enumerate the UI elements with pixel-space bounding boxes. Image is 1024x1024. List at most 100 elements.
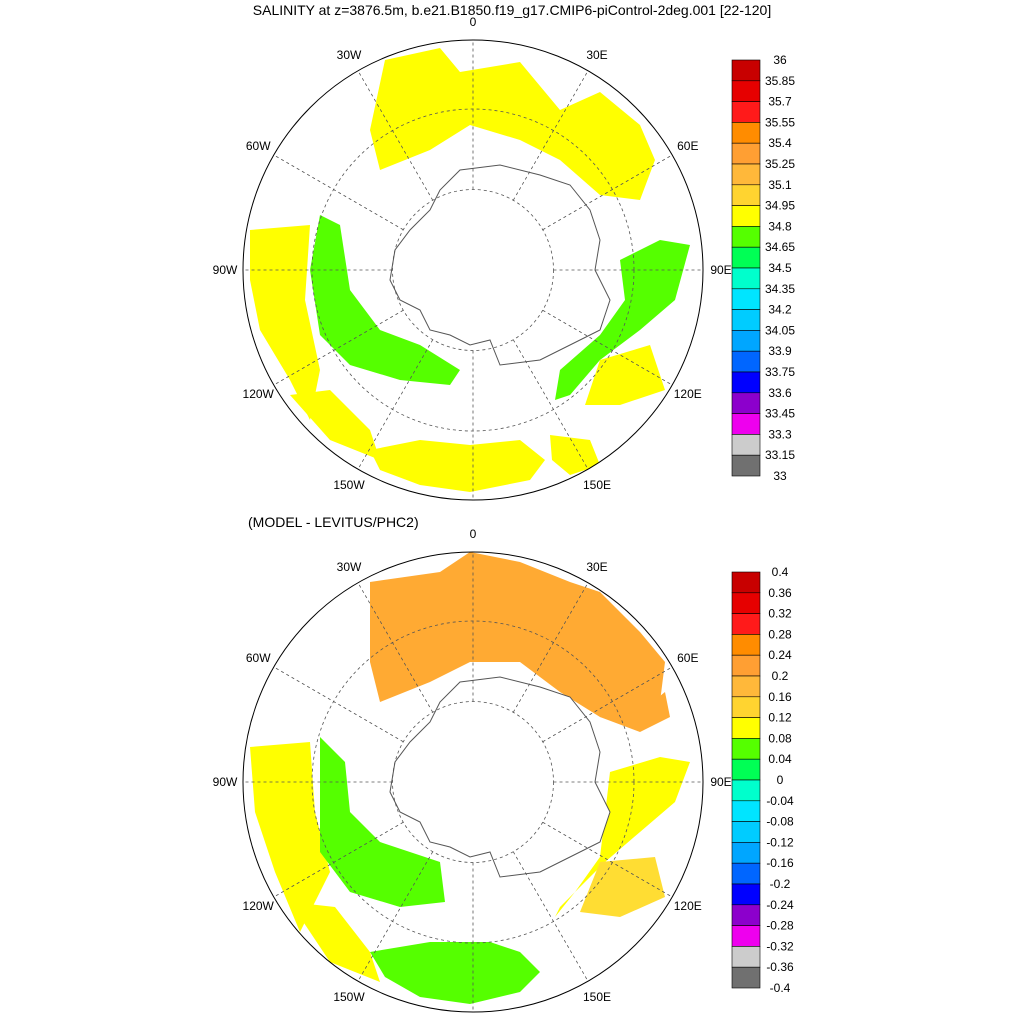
colorbar-tick-label: 33.45 [765, 407, 795, 421]
meridian-5 [542, 821, 673, 898]
colorbar-tick-label: -0.36 [766, 960, 794, 974]
colorbar-tick-label: -0.2 [770, 877, 791, 891]
longitude-label: 90W [213, 775, 238, 789]
longitude-label: 150E [583, 990, 611, 1004]
colorbar-tick-label: 33.75 [765, 365, 795, 379]
field-region-7 [555, 757, 690, 917]
colorbar-swatch [731, 779, 761, 802]
figure-title: SALINITY at z=3876.5m, b.e21.B1850.f19_g… [252, 2, 772, 18]
meridian-11 [273, 666, 404, 743]
meridian-12 [357, 70, 434, 201]
colorbar-swatch [731, 842, 761, 864]
meridian-11 [273, 154, 404, 231]
colorbar-tick-label: 34.65 [765, 240, 795, 254]
longitude-label: 120E [674, 899, 702, 913]
longitude-label: 0 [470, 527, 477, 541]
colorbar-tick-label: -0.28 [766, 919, 794, 933]
colorbar-swatch [731, 738, 761, 760]
ocean-field [250, 552, 690, 1004]
colorbar-tick-label: 33.3 [768, 427, 792, 441]
field-region-7 [555, 240, 690, 400]
colorbar-swatch [731, 675, 761, 698]
meridian-8 [357, 851, 434, 982]
meridian-3 [542, 154, 673, 231]
colorbar-tick-label: 0.12 [768, 711, 792, 725]
meridian-6 [512, 851, 589, 982]
colorbar-swatch [731, 413, 761, 435]
colorbar-tick-label: 0.04 [768, 752, 792, 766]
map-boundary [242, 551, 704, 1013]
colorbar-swatch [731, 267, 761, 290]
meridian-5 [542, 309, 673, 386]
longitude-label: 60E [677, 139, 698, 153]
colorbar-swatch [731, 654, 761, 677]
colorbar-tick-label: 0.08 [768, 731, 792, 745]
colorbar-swatch [731, 59, 761, 82]
longitude-label: 120W [243, 899, 275, 913]
map-boundary [242, 39, 704, 501]
colorbar-tick-label: 0.2 [772, 669, 789, 683]
colorbar-tick-label: 36 [773, 53, 787, 67]
meridian-8 [357, 339, 434, 470]
colorbar-swatch [731, 101, 761, 123]
colorbar-swatch [731, 571, 761, 594]
longitude-label: 60E [677, 651, 698, 665]
colorbar-tick-label: -0.4 [770, 981, 791, 995]
field-region-2 [310, 215, 460, 385]
field-region-4 [290, 902, 380, 982]
colorbar-tick-label: 0.4 [772, 565, 789, 579]
colorbar-tick-label: 0.16 [768, 690, 792, 704]
colorbar-swatch [731, 821, 761, 843]
meridian-2 [512, 70, 589, 201]
field-region-6 [600, 692, 670, 732]
colorbar-tick-label: 0.36 [768, 586, 792, 600]
meridian-3 [542, 666, 673, 743]
longitude-label: 30W [337, 560, 362, 574]
colorbar-tick-label: -0.24 [766, 898, 794, 912]
colorbar-tick-label: -0.08 [766, 815, 794, 829]
colorbar-swatch [731, 226, 761, 248]
longitude-label: 30E [586, 48, 607, 62]
colorbar-tick-label: 35.1 [768, 178, 792, 192]
colorbar-tick-label: 34.8 [768, 219, 792, 233]
colorbar-tick-label: 34.5 [768, 261, 792, 275]
colorbar-swatch [731, 371, 761, 394]
colorbar-swatch [731, 717, 761, 739]
colorbar-swatch [731, 80, 761, 102]
colorbar-tick-label: 34.2 [768, 303, 792, 317]
colorbar-swatch [731, 246, 761, 269]
longitude-label: 60W [246, 139, 271, 153]
colorbar-swatch [731, 288, 761, 310]
colorbar-swatch [731, 330, 761, 352]
colorbar-swatch [731, 862, 761, 885]
colorbar-swatch [731, 800, 761, 822]
longitude-label: 30W [337, 48, 362, 62]
antarctica-outline [389, 676, 611, 878]
colorbar-swatch [731, 696, 761, 718]
colorbar-swatch [731, 883, 761, 906]
colorbar-swatch [731, 184, 761, 206]
colorbar-tick-label: 34.05 [765, 323, 795, 337]
colorbar-swatch [731, 122, 761, 144]
meridian-6 [512, 339, 589, 470]
meridian-12 [357, 582, 434, 713]
colorbar-tick-label: -0.12 [766, 835, 794, 849]
colorbar-swatch [731, 946, 761, 968]
colorbar-tick-label: 35.7 [768, 95, 792, 109]
colorbar-tick-label: 34.35 [765, 282, 795, 296]
field-region-2 [250, 742, 330, 932]
colorbar-swatch [731, 634, 761, 656]
anomaly-colorbar: 0.4 0.36 0.32 0.28 0.24 0.2 0.16 0.12 0.08 0.04 0 -… [731, 565, 794, 995]
field-region-5 [370, 942, 540, 1004]
colorbar-swatch [731, 613, 761, 635]
colorbar-tick-label: 0 [777, 773, 784, 787]
longitude-label: 90E [710, 263, 731, 277]
longitude-label: 90W [213, 263, 238, 277]
colorbar-tick-label: 0.28 [768, 627, 792, 641]
colorbar-swatch [731, 163, 761, 186]
colorbar-swatch [731, 434, 761, 456]
colorbar-swatch [731, 966, 761, 989]
longitude-label: 180 [463, 511, 483, 512]
field-region-6 [550, 435, 600, 475]
field-region-3 [320, 737, 445, 907]
